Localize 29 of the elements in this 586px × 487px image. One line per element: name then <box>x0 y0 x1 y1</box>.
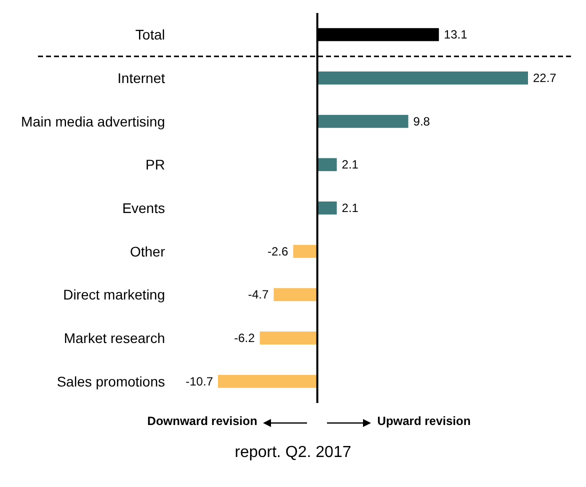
text: Downward revision <box>147 414 258 428</box>
text: Upward revision <box>377 414 471 428</box>
y-tick-label: Direct marketing <box>63 286 165 303</box>
y-tick-label: Total <box>135 26 165 43</box>
bar <box>317 158 337 172</box>
y-tick-label: Internet <box>118 70 166 86</box>
data-label: 9.8 <box>413 114 430 128</box>
bar <box>274 288 318 302</box>
y-tick-label: Main media advertising <box>21 113 165 130</box>
data-label: 22.7 <box>533 71 557 85</box>
y-tick-label: Events <box>122 200 165 216</box>
bar <box>317 72 528 84</box>
y-tick-label: Sales promotions <box>56 373 165 390</box>
bar <box>317 202 337 214</box>
data-label: -6.2 <box>234 331 256 345</box>
data-label: 13.1 <box>444 28 468 42</box>
y-tick-label: PR <box>146 156 165 173</box>
bar <box>260 332 318 344</box>
bar <box>218 374 318 388</box>
data-label: 2.1 <box>342 158 359 172</box>
y-tick-label: Other <box>130 243 166 260</box>
text: report. Q2. 2017 <box>234 444 352 462</box>
data-label: -10.7 <box>186 374 214 388</box>
y-tick-label: Market research <box>64 330 165 346</box>
data-label: -2.6 <box>267 244 288 258</box>
bar <box>293 244 318 258</box>
data-label: 2.1 <box>342 201 359 215</box>
bar <box>317 114 408 128</box>
data-label: -4.7 <box>248 288 270 302</box>
